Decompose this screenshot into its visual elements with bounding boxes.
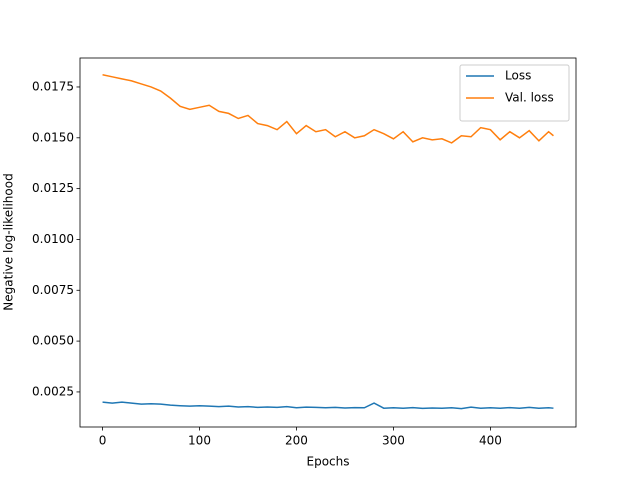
legend-label: Val. loss	[505, 91, 554, 105]
legend-box	[459, 64, 570, 122]
series-line	[102, 74, 554, 144]
y-tick-label: 0.0075	[32, 283, 74, 297]
y-tick-label: 0.0150	[32, 130, 74, 144]
y-tick-label: 0.0025	[32, 384, 74, 398]
y-tick-label: 0.0100	[32, 232, 74, 246]
legend-label: Loss	[505, 69, 531, 83]
x-tick-label: 0	[99, 434, 107, 448]
x-axis-label: Epochs	[307, 455, 350, 469]
plot-frame	[79, 57, 577, 428]
x-tick-label: 400	[479, 434, 502, 448]
x-tick-label: 200	[285, 434, 308, 448]
x-tick-label: 100	[188, 434, 211, 448]
x-tick-label: 300	[382, 434, 405, 448]
y-tick-label: 0.0125	[32, 181, 74, 195]
y-tick-label: 0.0050	[32, 334, 74, 348]
y-tick-label: 0.0175	[32, 79, 74, 93]
series-line	[102, 401, 554, 410]
y-axis-label: Negative log-likelihood	[2, 173, 16, 310]
